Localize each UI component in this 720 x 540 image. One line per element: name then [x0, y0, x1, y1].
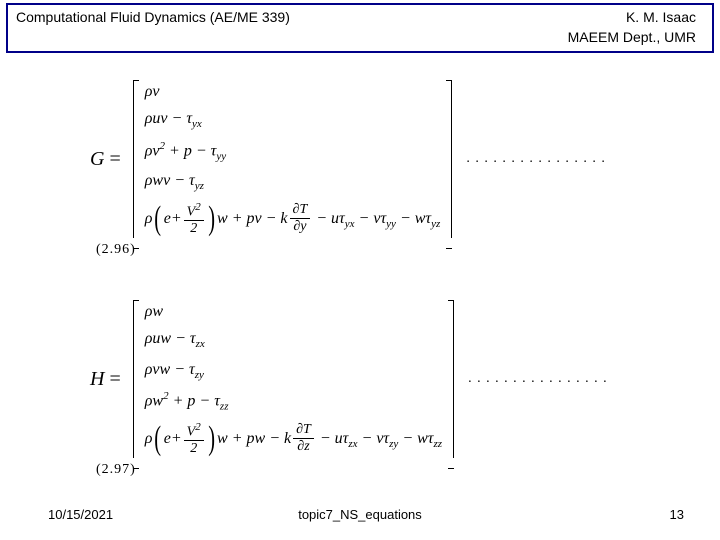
dept-name: MAEEM Dept., UMR — [568, 29, 696, 45]
bracket-right — [446, 78, 456, 240]
eq-g-lhs: G = — [90, 148, 121, 171]
equation-g: G = ρv ρuv − τyx ρv2 + p − τyy ρwv − τyz… — [90, 78, 610, 258]
eq-g-number: (2.96) — [96, 242, 136, 258]
header-box: Computational Fluid Dynamics (AE/ME 339)… — [6, 3, 714, 53]
eq-h-matrix: ρw ρuw − τzx ρvw − τzy ρw2 + p − τzz ρ(e… — [129, 298, 458, 460]
eq-g-row5: ρ(e + V22)w + pv − k∂T∂y − uτyx − vτyy −… — [145, 202, 441, 237]
eq-h-row2: ρuw − τzx — [145, 329, 442, 351]
equation-h: H = ρw ρuw − τzx ρvw − τzy ρw2 + p − τzz… — [90, 298, 610, 478]
course-title: Computational Fluid Dynamics (AE/ME 339) — [16, 9, 290, 25]
eq-h-dots: . . . . . . . . . . . . . . . . — [468, 371, 608, 387]
bracket-right — [448, 298, 458, 460]
eq-h-lhs: H = — [90, 368, 121, 391]
eq-g-dots: . . . . . . . . . . . . . . . . — [466, 151, 606, 167]
eq-h-row5: ρ(e + V22)w + pw − k∂T∂z − uτzx − vτzy −… — [145, 422, 442, 457]
eq-g-row4: ρwv − τyz — [145, 171, 441, 193]
eq-h-number: (2.97) — [96, 462, 136, 478]
author-name: K. M. Isaac — [626, 9, 696, 25]
footer-topic: topic7_NS_equations — [0, 507, 720, 522]
eq-g-matrix: ρv ρuv − τyx ρv2 + p − τyy ρwv − τyz ρ(e… — [129, 78, 457, 240]
eq-g-row1: ρv — [145, 82, 441, 101]
bracket-left — [129, 298, 139, 460]
eq-h-row3: ρvw − τzy — [145, 360, 442, 382]
bracket-left — [129, 78, 139, 240]
eq-g-row3: ρv2 + p − τyy — [145, 140, 441, 164]
eq-h-row4: ρw2 + p − τzz — [145, 390, 442, 414]
eq-h-row1: ρw — [145, 302, 442, 321]
eq-g-row2: ρuv − τyx — [145, 109, 441, 131]
footer-page: 13 — [670, 507, 684, 522]
